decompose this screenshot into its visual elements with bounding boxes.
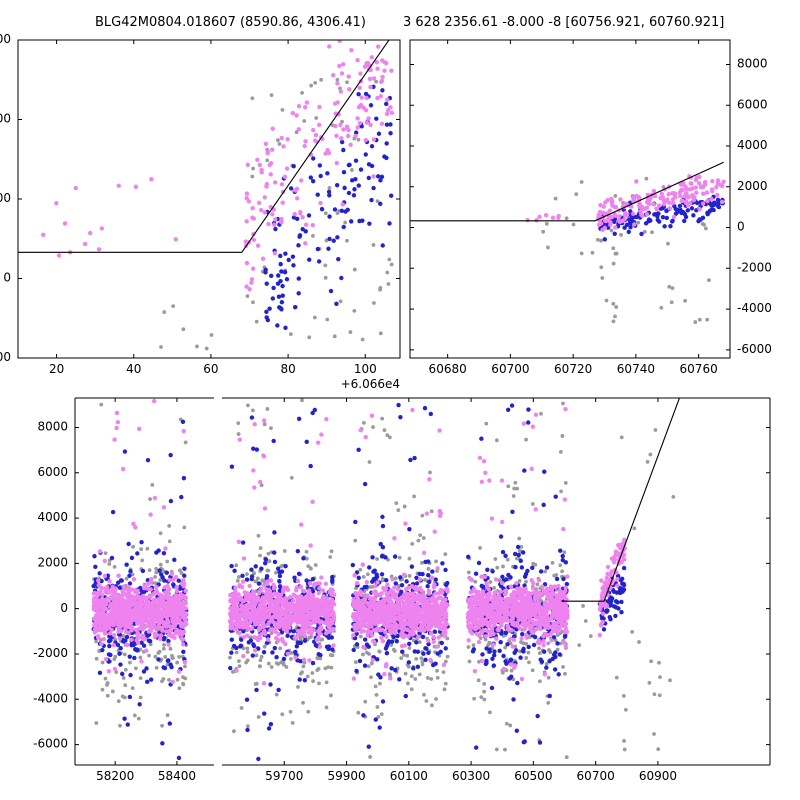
figure-title-left: BLG42M0804.018607 (8590.86, 4306.41) [95, 15, 366, 30]
figure-title-right: 3 628 2356.61 -8.000 -8 [60756.921, 6076… [403, 15, 725, 30]
